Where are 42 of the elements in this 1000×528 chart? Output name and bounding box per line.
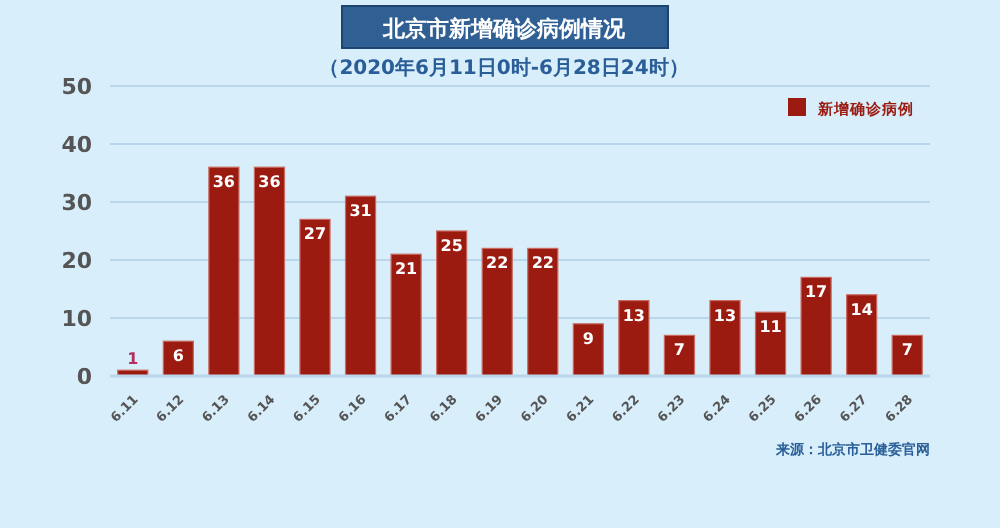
bar xyxy=(709,300,741,377)
bar xyxy=(344,195,377,377)
data-label: 22 xyxy=(531,254,554,273)
bar xyxy=(299,218,331,377)
y-tick-label: 30 xyxy=(61,190,93,216)
bar xyxy=(618,300,650,377)
y-tick-label: 10 xyxy=(61,306,93,332)
data-label: 31 xyxy=(349,202,373,221)
chart-subtitle: （2020年6月11日0时-6月28日24时） xyxy=(319,56,689,80)
y-tick-label: 0 xyxy=(76,364,93,390)
bar xyxy=(208,166,240,377)
data-label: 25 xyxy=(440,237,464,255)
bar xyxy=(891,334,923,377)
bar xyxy=(663,334,696,377)
y-tick-label: 50 xyxy=(61,74,93,100)
bar xyxy=(846,294,878,377)
y-tick-label: 40 xyxy=(61,132,93,158)
data-label: 17 xyxy=(804,283,828,302)
bar xyxy=(572,323,604,377)
bar xyxy=(754,311,787,377)
bar xyxy=(527,247,559,377)
y-tick-label: 20 xyxy=(61,248,93,274)
data-label: 13 xyxy=(713,306,737,325)
data-label: 36 xyxy=(212,173,236,192)
data-label: 1 xyxy=(127,350,140,369)
bar xyxy=(390,253,422,377)
bar xyxy=(481,247,513,377)
bar xyxy=(436,230,468,377)
data-label: 9 xyxy=(582,329,595,348)
data-label: 7 xyxy=(673,341,686,360)
data-label: 27 xyxy=(303,225,327,244)
data-label: 6 xyxy=(172,347,185,366)
data-label: 7 xyxy=(901,341,913,360)
bar xyxy=(253,166,286,377)
data-label: 21 xyxy=(394,260,419,279)
data-label: 11 xyxy=(759,318,783,337)
data-label: 36 xyxy=(258,173,282,192)
chart-title: 北京市新增确诊病例情况 xyxy=(381,16,627,42)
data-label: 13 xyxy=(622,306,646,325)
data-label: 22 xyxy=(486,254,509,273)
bar xyxy=(800,276,832,377)
data-label: 14 xyxy=(850,300,874,319)
